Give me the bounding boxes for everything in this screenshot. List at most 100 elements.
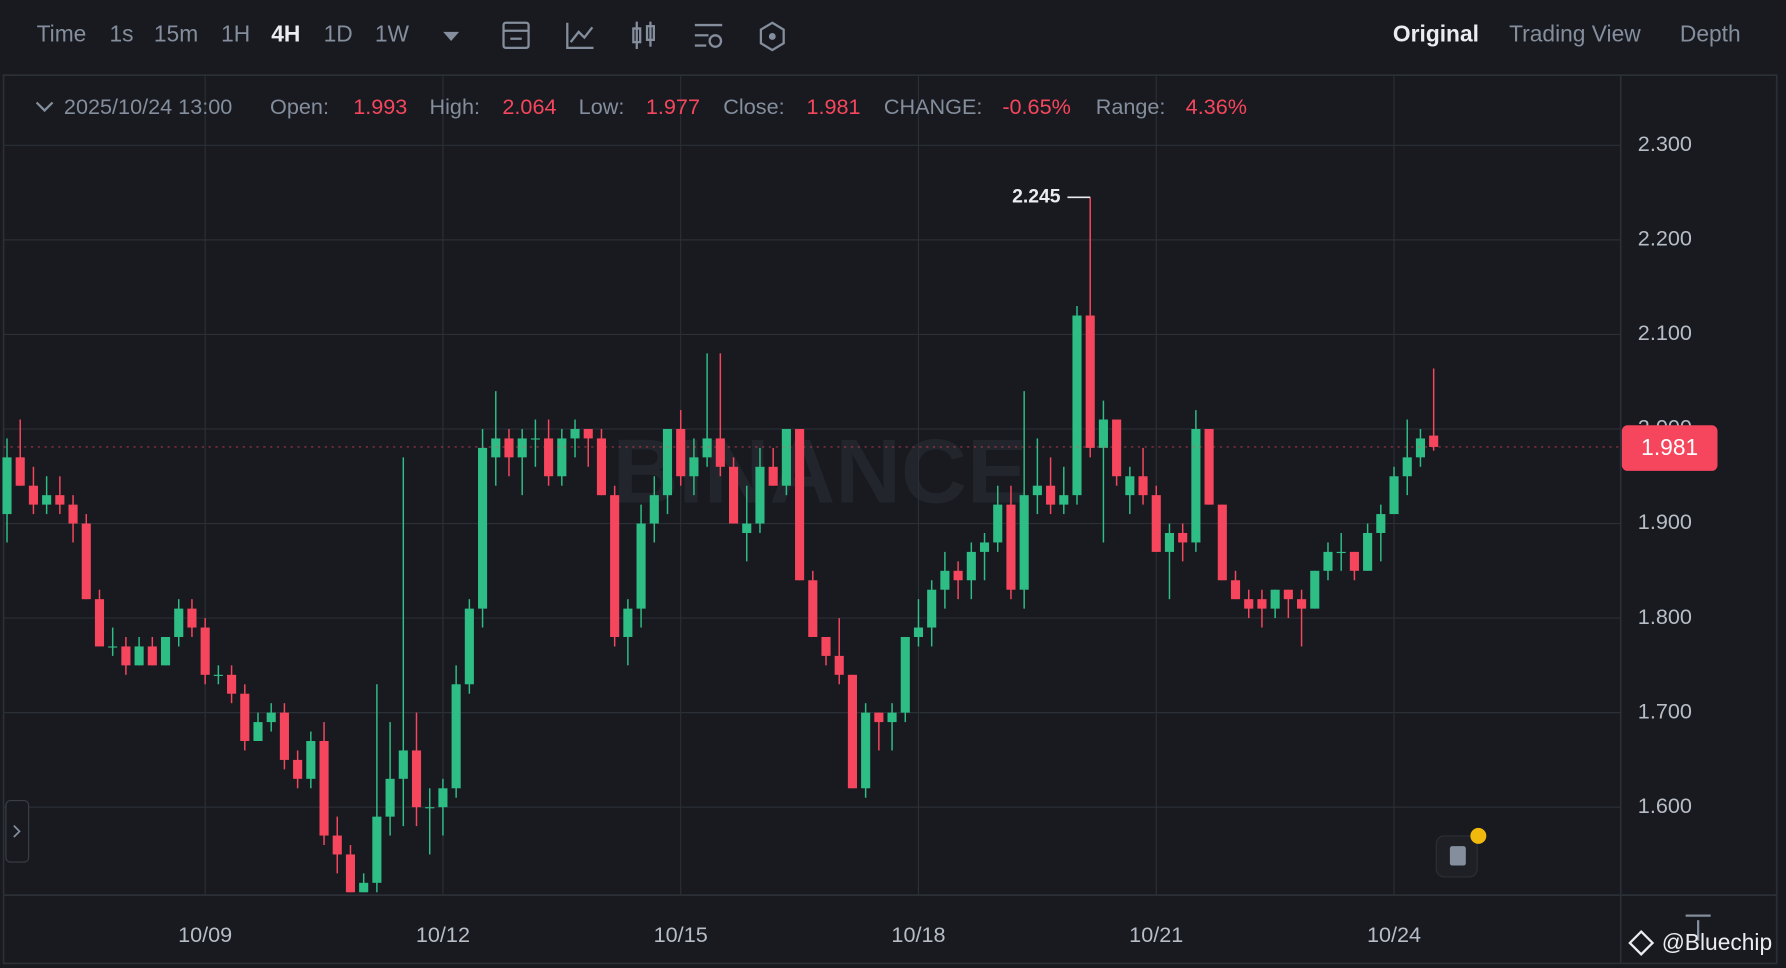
info-label: Open: [270,94,329,119]
candle-body [94,599,105,647]
collapse-arrow[interactable] [35,101,54,113]
candle-body [253,722,263,741]
notes-badge [1470,827,1487,844]
settings-icon[interactable] [694,23,723,48]
candle-icon[interactable] [632,21,655,49]
candle-body [345,854,356,893]
candle-body [332,835,342,855]
candle-body [768,466,778,486]
info-label: Range: [1096,94,1166,119]
candle-body [1164,532,1175,552]
candle-body [1191,428,1201,543]
side-panel-toggle[interactable] [5,800,30,863]
info-label: Low: [579,94,625,119]
candle-body [1349,551,1359,571]
candle-body [319,740,329,836]
candle-body [1125,476,1135,496]
candle-body [385,778,395,817]
layout-icon[interactable] [759,21,785,52]
indicator-icon[interactable] [566,22,594,49]
candle-body [940,570,950,590]
interval-tab[interactable]: 1H [221,20,250,46]
interval-tab-active[interactable]: 4H [271,20,300,46]
y-tick-label: 1.600 [1638,793,1692,818]
info-value: 2.064 [502,94,556,119]
candle-body [398,750,408,779]
candle-body [900,636,910,713]
scroll-to-latest[interactable] [1685,914,1711,941]
candle-body [121,646,131,666]
candle-body [861,712,871,789]
candle-body [781,428,791,486]
candle-body [1244,599,1254,609]
last-price-label: 1.981 [1641,434,1698,460]
candle-body [293,759,303,779]
credit: @Bluechip [1662,929,1772,955]
chart-frame [2,74,1778,965]
candle-body [1415,438,1426,458]
candle-body [979,542,990,552]
x-tick-label: 10/15 [654,922,708,947]
toggle-arrow [13,825,21,838]
candle-body [28,485,38,505]
candle-body [1046,485,1056,505]
view-tab[interactable]: Depth [1680,20,1741,46]
interval-tab[interactable]: 1D [324,20,353,46]
candle-body [821,636,831,656]
candle-body [966,551,976,581]
candle-body [636,523,646,609]
candle-body [715,438,725,467]
candle-body [1006,504,1016,590]
x-tick-label: 10/09 [178,922,232,947]
candle-body [187,608,197,628]
candle-body [1112,419,1122,477]
candle-body [1310,570,1320,609]
candle-body [847,674,857,789]
more-intervals[interactable] [443,31,460,41]
candle-body [491,438,501,458]
interval-tab[interactable]: 1W [375,20,410,46]
candle-body [147,646,157,666]
candle-body [1072,315,1082,496]
candle-body [279,712,289,760]
calendar-icon[interactable] [502,21,530,49]
candle-body [1429,435,1439,447]
candle-body [913,627,924,637]
candle-body [953,570,963,581]
candle-body [15,457,25,486]
watermark: BINANCE [613,421,1028,522]
candle-body [1376,514,1386,533]
candles [2,197,1439,893]
candle-body [1323,551,1333,571]
candle-body [160,636,171,666]
candle-body [478,447,488,609]
candle-body [438,788,448,808]
candle-body [544,438,554,477]
info-label: Close: [723,94,784,119]
info-value: 1.981 [806,94,860,119]
candle-body [1098,419,1108,448]
interval-tab[interactable]: 15m [154,20,198,46]
candle-body [1336,551,1346,554]
candle-body [174,608,184,637]
candle-body [676,428,686,477]
candle-body [108,646,118,648]
candle-body [464,608,474,685]
y-tick-label: 2.300 [1638,131,1692,156]
view-tab-active[interactable]: Original [1393,20,1479,46]
x-tick-label: 10/24 [1367,922,1421,947]
info-time: 2025/10/24 13:00 [64,94,232,119]
candle-body [504,438,514,458]
candle-body [68,504,78,524]
interval-tab[interactable]: Time [37,20,87,46]
candle-body [1402,457,1412,477]
x-tick-label: 10/21 [1129,922,1183,947]
view-tab[interactable]: Trading View [1509,20,1641,46]
candle-body [808,580,818,637]
candle-body [557,438,567,477]
y-tick-label: 2.100 [1638,320,1692,345]
candle-body [834,655,844,675]
candle-body [1085,315,1095,448]
interval-tab[interactable]: 1s [109,20,133,46]
candle-body [728,466,739,524]
